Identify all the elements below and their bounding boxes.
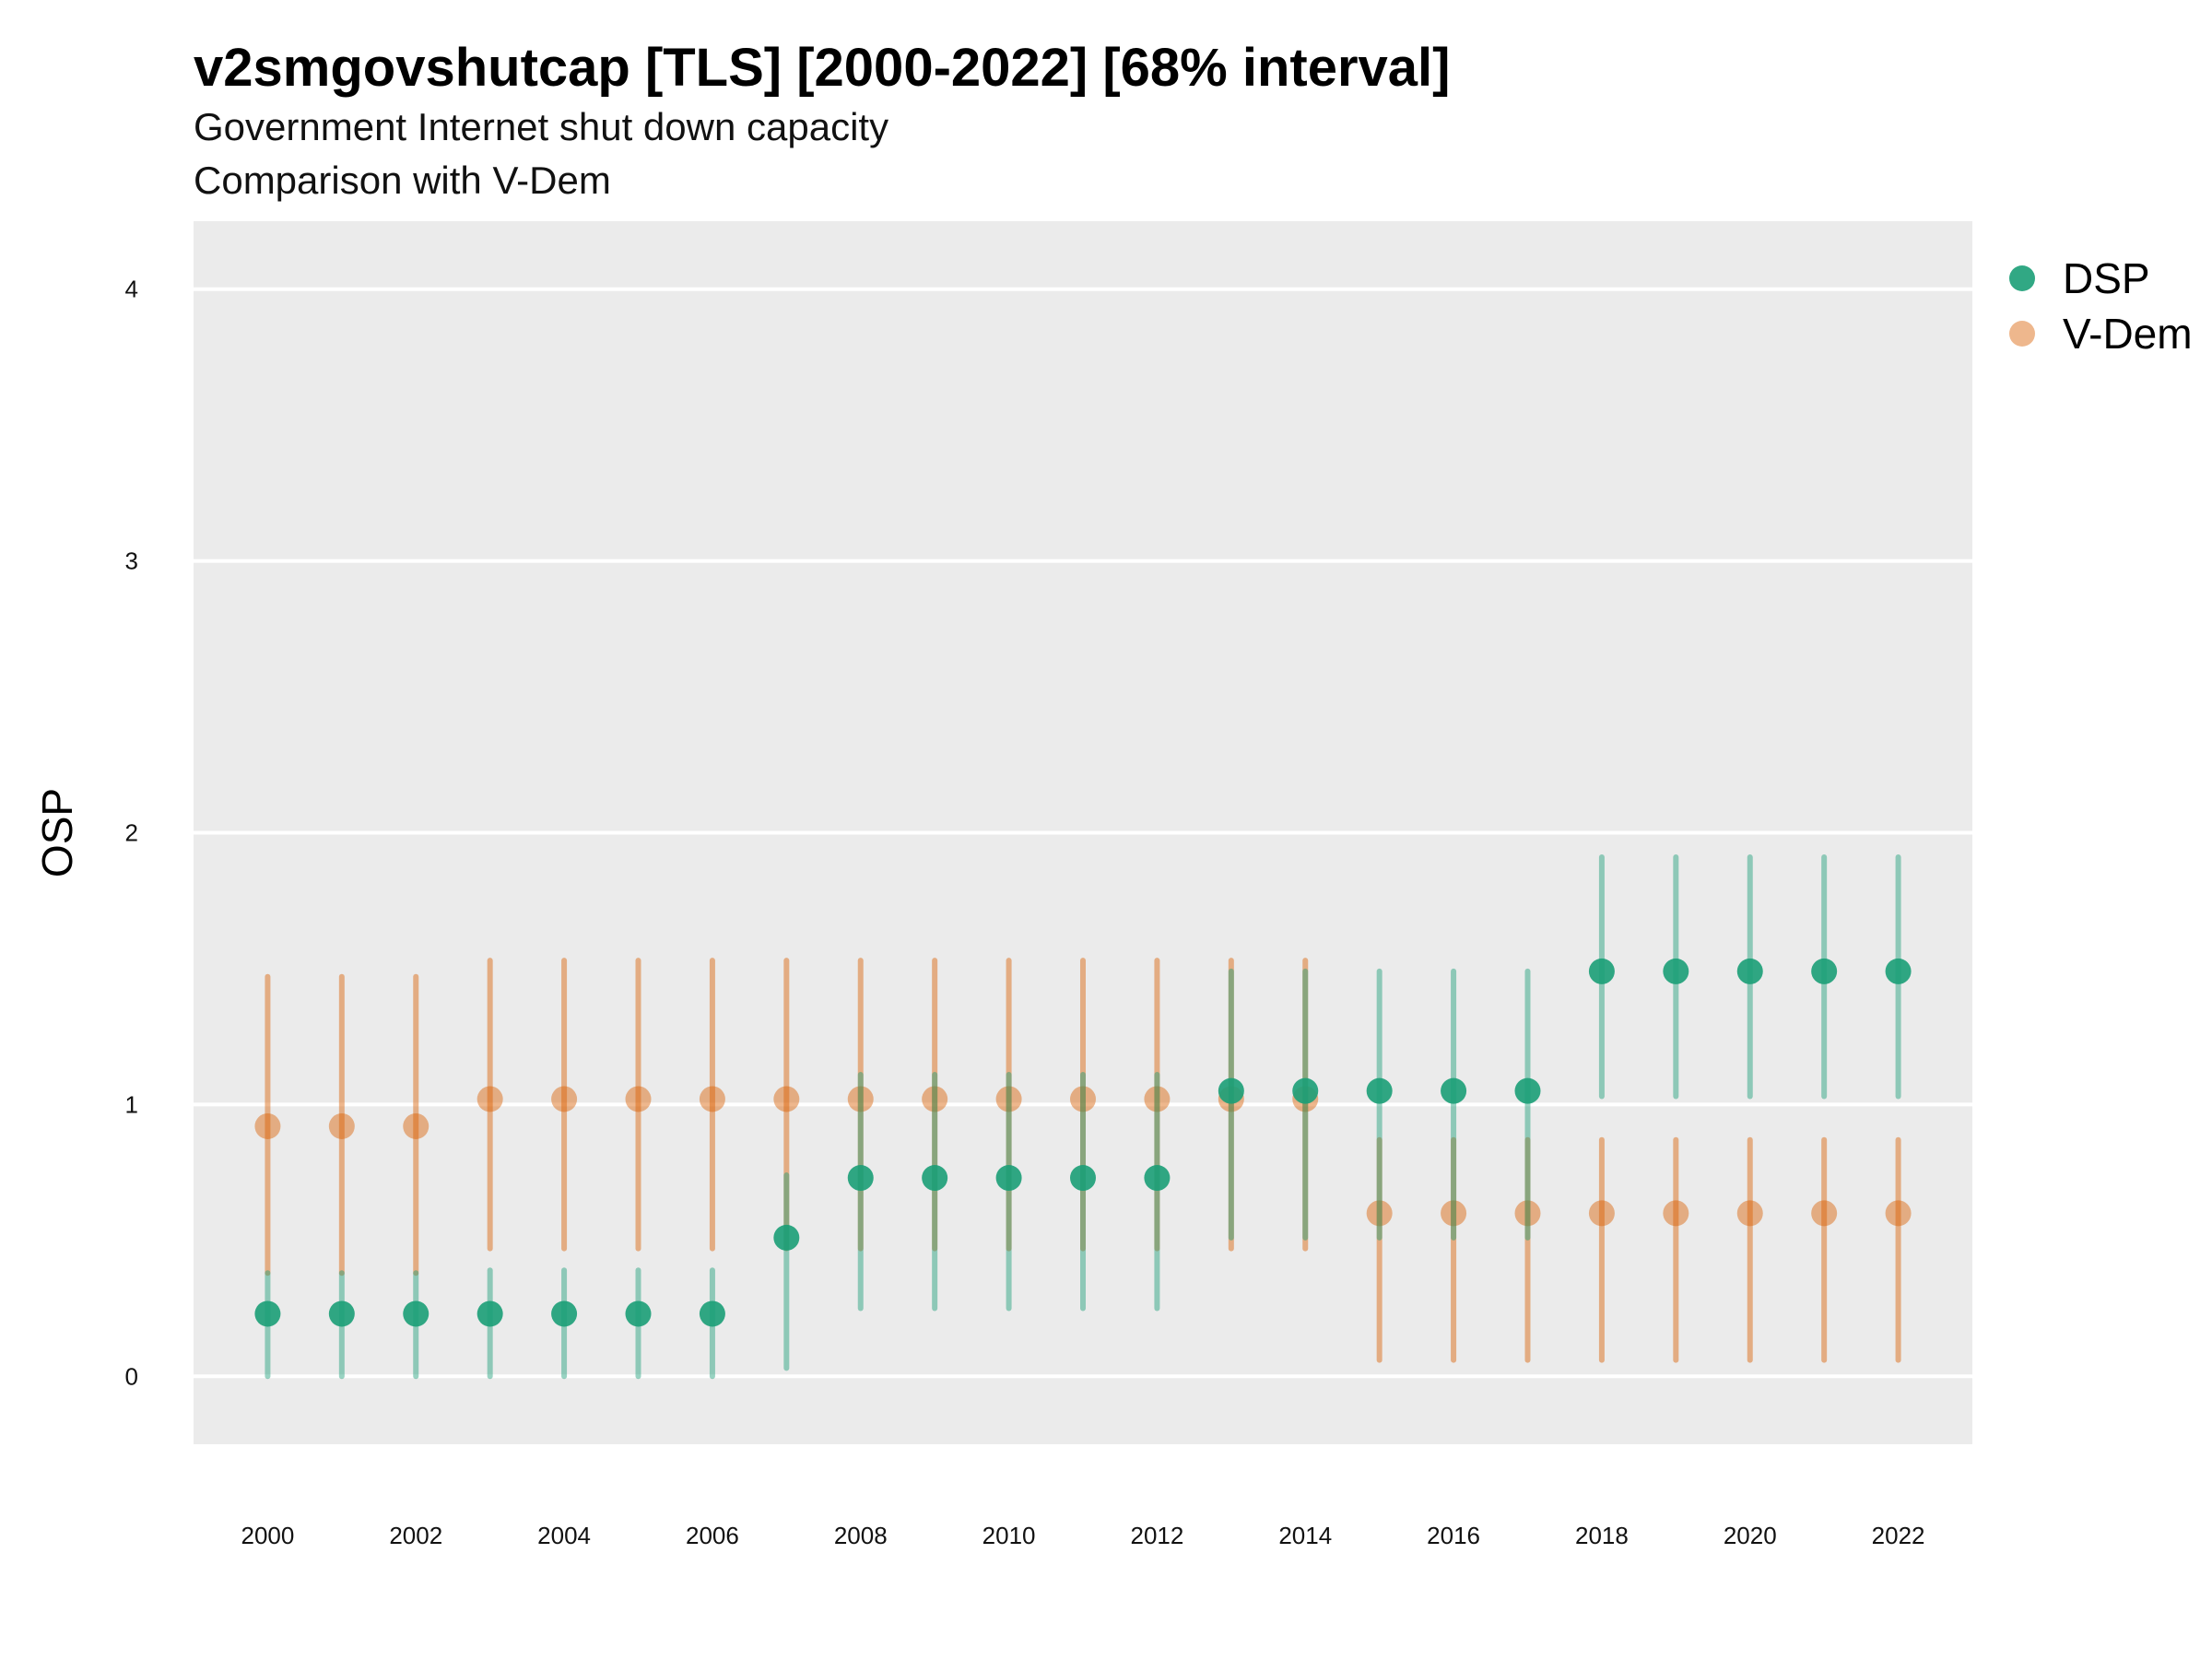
data-point: [1441, 1077, 1467, 1104]
series-v-dem: [254, 958, 1912, 1363]
x-tick-label: 2006: [686, 1522, 739, 1549]
data-point: [995, 1086, 1022, 1112]
data-point: [1218, 1077, 1244, 1104]
data-point: [1366, 1077, 1393, 1104]
legend-swatch: [2009, 321, 2035, 347]
x-tick-label: 2014: [1278, 1522, 1332, 1549]
chart-title: v2smgovshutcap [TLS] [2000-2022] [68% in…: [194, 38, 1451, 98]
x-axis-ticks: 2000 2002 2004 2006 2008 2010 2012 2014 2016 2018…: [241, 1522, 1924, 1549]
data-point: [1885, 1200, 1912, 1227]
x-tick-label: 2000: [241, 1522, 294, 1549]
chart-marks: [254, 854, 1912, 1380]
data-point: [403, 1112, 429, 1139]
data-point: [773, 1086, 800, 1112]
x-tick-label: 2022: [1872, 1522, 1925, 1549]
series-dsp: [254, 854, 1912, 1380]
data-point: [477, 1300, 503, 1327]
legend-swatch: [2009, 265, 2035, 291]
data-point: [699, 1300, 725, 1327]
data-point: [1663, 958, 1689, 984]
data-point: [922, 1086, 948, 1112]
legend: DSP V-Dem: [2009, 254, 2193, 358]
legend-label: V-Dem: [2063, 310, 2193, 358]
data-point: [1070, 1086, 1096, 1112]
y-tick-label: 3: [125, 547, 138, 575]
data-point: [1366, 1200, 1393, 1227]
data-point: [1663, 1200, 1689, 1227]
data-point: [1514, 1077, 1541, 1104]
x-tick-label: 2016: [1427, 1522, 1480, 1549]
y-tick-label: 1: [125, 1090, 138, 1118]
x-tick-label: 2018: [1575, 1522, 1629, 1549]
data-point: [1441, 1200, 1467, 1227]
data-point: [1588, 958, 1615, 984]
y-tick-label: 2: [125, 819, 138, 847]
y-axis-ticks: 0 1 2 3 4: [125, 276, 138, 1391]
x-tick-label: 2008: [834, 1522, 888, 1549]
data-point: [699, 1086, 725, 1112]
legend-label: DSP: [2063, 254, 2150, 302]
x-tick-label: 2020: [1724, 1522, 1777, 1549]
x-tick-label: 2002: [389, 1522, 442, 1549]
data-point: [1514, 1200, 1541, 1227]
data-point: [1811, 1200, 1838, 1227]
data-point: [551, 1086, 578, 1112]
y-tick-label: 4: [125, 276, 138, 303]
data-point: [1144, 1086, 1171, 1112]
data-point: [847, 1165, 874, 1192]
data-point: [1144, 1165, 1171, 1192]
data-point: [254, 1300, 281, 1327]
data-point: [403, 1300, 429, 1327]
data-point: [773, 1224, 800, 1251]
data-point: [1588, 1200, 1615, 1227]
data-point: [995, 1165, 1022, 1192]
data-point: [1811, 958, 1838, 984]
data-point: [1885, 958, 1912, 984]
grid-lines: [194, 287, 1972, 1379]
data-point: [328, 1300, 355, 1327]
chart-subtitle-2: Comparison with V-Dem: [194, 159, 611, 202]
data-point: [254, 1112, 281, 1139]
data-point: [477, 1086, 503, 1112]
data-point: [1070, 1165, 1096, 1192]
data-point: [551, 1300, 578, 1327]
chart-subtitle-1: Government Internet shut down capacity: [194, 105, 889, 148]
x-tick-label: 2004: [537, 1522, 591, 1549]
data-point: [625, 1086, 652, 1112]
data-point: [1736, 1200, 1763, 1227]
data-point: [328, 1112, 355, 1139]
y-axis-title: OSP: [33, 788, 81, 877]
x-tick-label: 2012: [1130, 1522, 1183, 1549]
data-point: [625, 1300, 652, 1327]
data-point: [922, 1165, 948, 1192]
data-point: [847, 1086, 874, 1112]
x-tick-label: 2010: [982, 1522, 1036, 1549]
data-point: [1736, 958, 1763, 984]
data-point: [1292, 1077, 1319, 1104]
y-tick-label: 0: [125, 1362, 138, 1390]
